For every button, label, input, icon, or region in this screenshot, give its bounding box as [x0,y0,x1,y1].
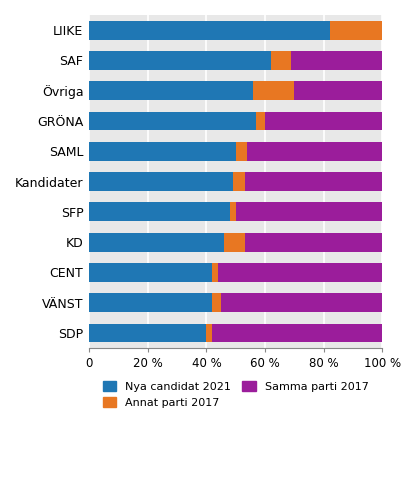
Bar [89,324,206,342]
Bar [89,202,230,221]
Bar [271,51,292,70]
Bar [89,51,271,70]
Bar [265,111,382,131]
Bar [236,142,248,161]
Bar [224,233,245,251]
Bar [89,21,329,40]
Bar [89,263,212,282]
Bar [212,293,221,312]
Bar [212,263,218,282]
Bar [218,263,382,282]
Bar [230,202,236,221]
Legend: Nya candidat 2021, Annat parti 2017, Samma parti 2017: Nya candidat 2021, Annat parti 2017, Sam… [99,377,373,412]
Bar [329,21,382,40]
Bar [89,293,212,312]
Bar [89,233,224,251]
Bar [206,324,212,342]
Bar [221,293,382,312]
Bar [245,172,382,191]
Bar [89,172,233,191]
Bar [292,51,382,70]
Bar [253,82,295,100]
Bar [248,142,382,161]
Bar [212,324,382,342]
Bar [89,82,253,100]
Bar [295,82,382,100]
Bar [256,111,265,131]
Bar [89,142,236,161]
Bar [89,111,256,131]
Bar [245,233,382,251]
Bar [236,202,382,221]
Bar [233,172,245,191]
